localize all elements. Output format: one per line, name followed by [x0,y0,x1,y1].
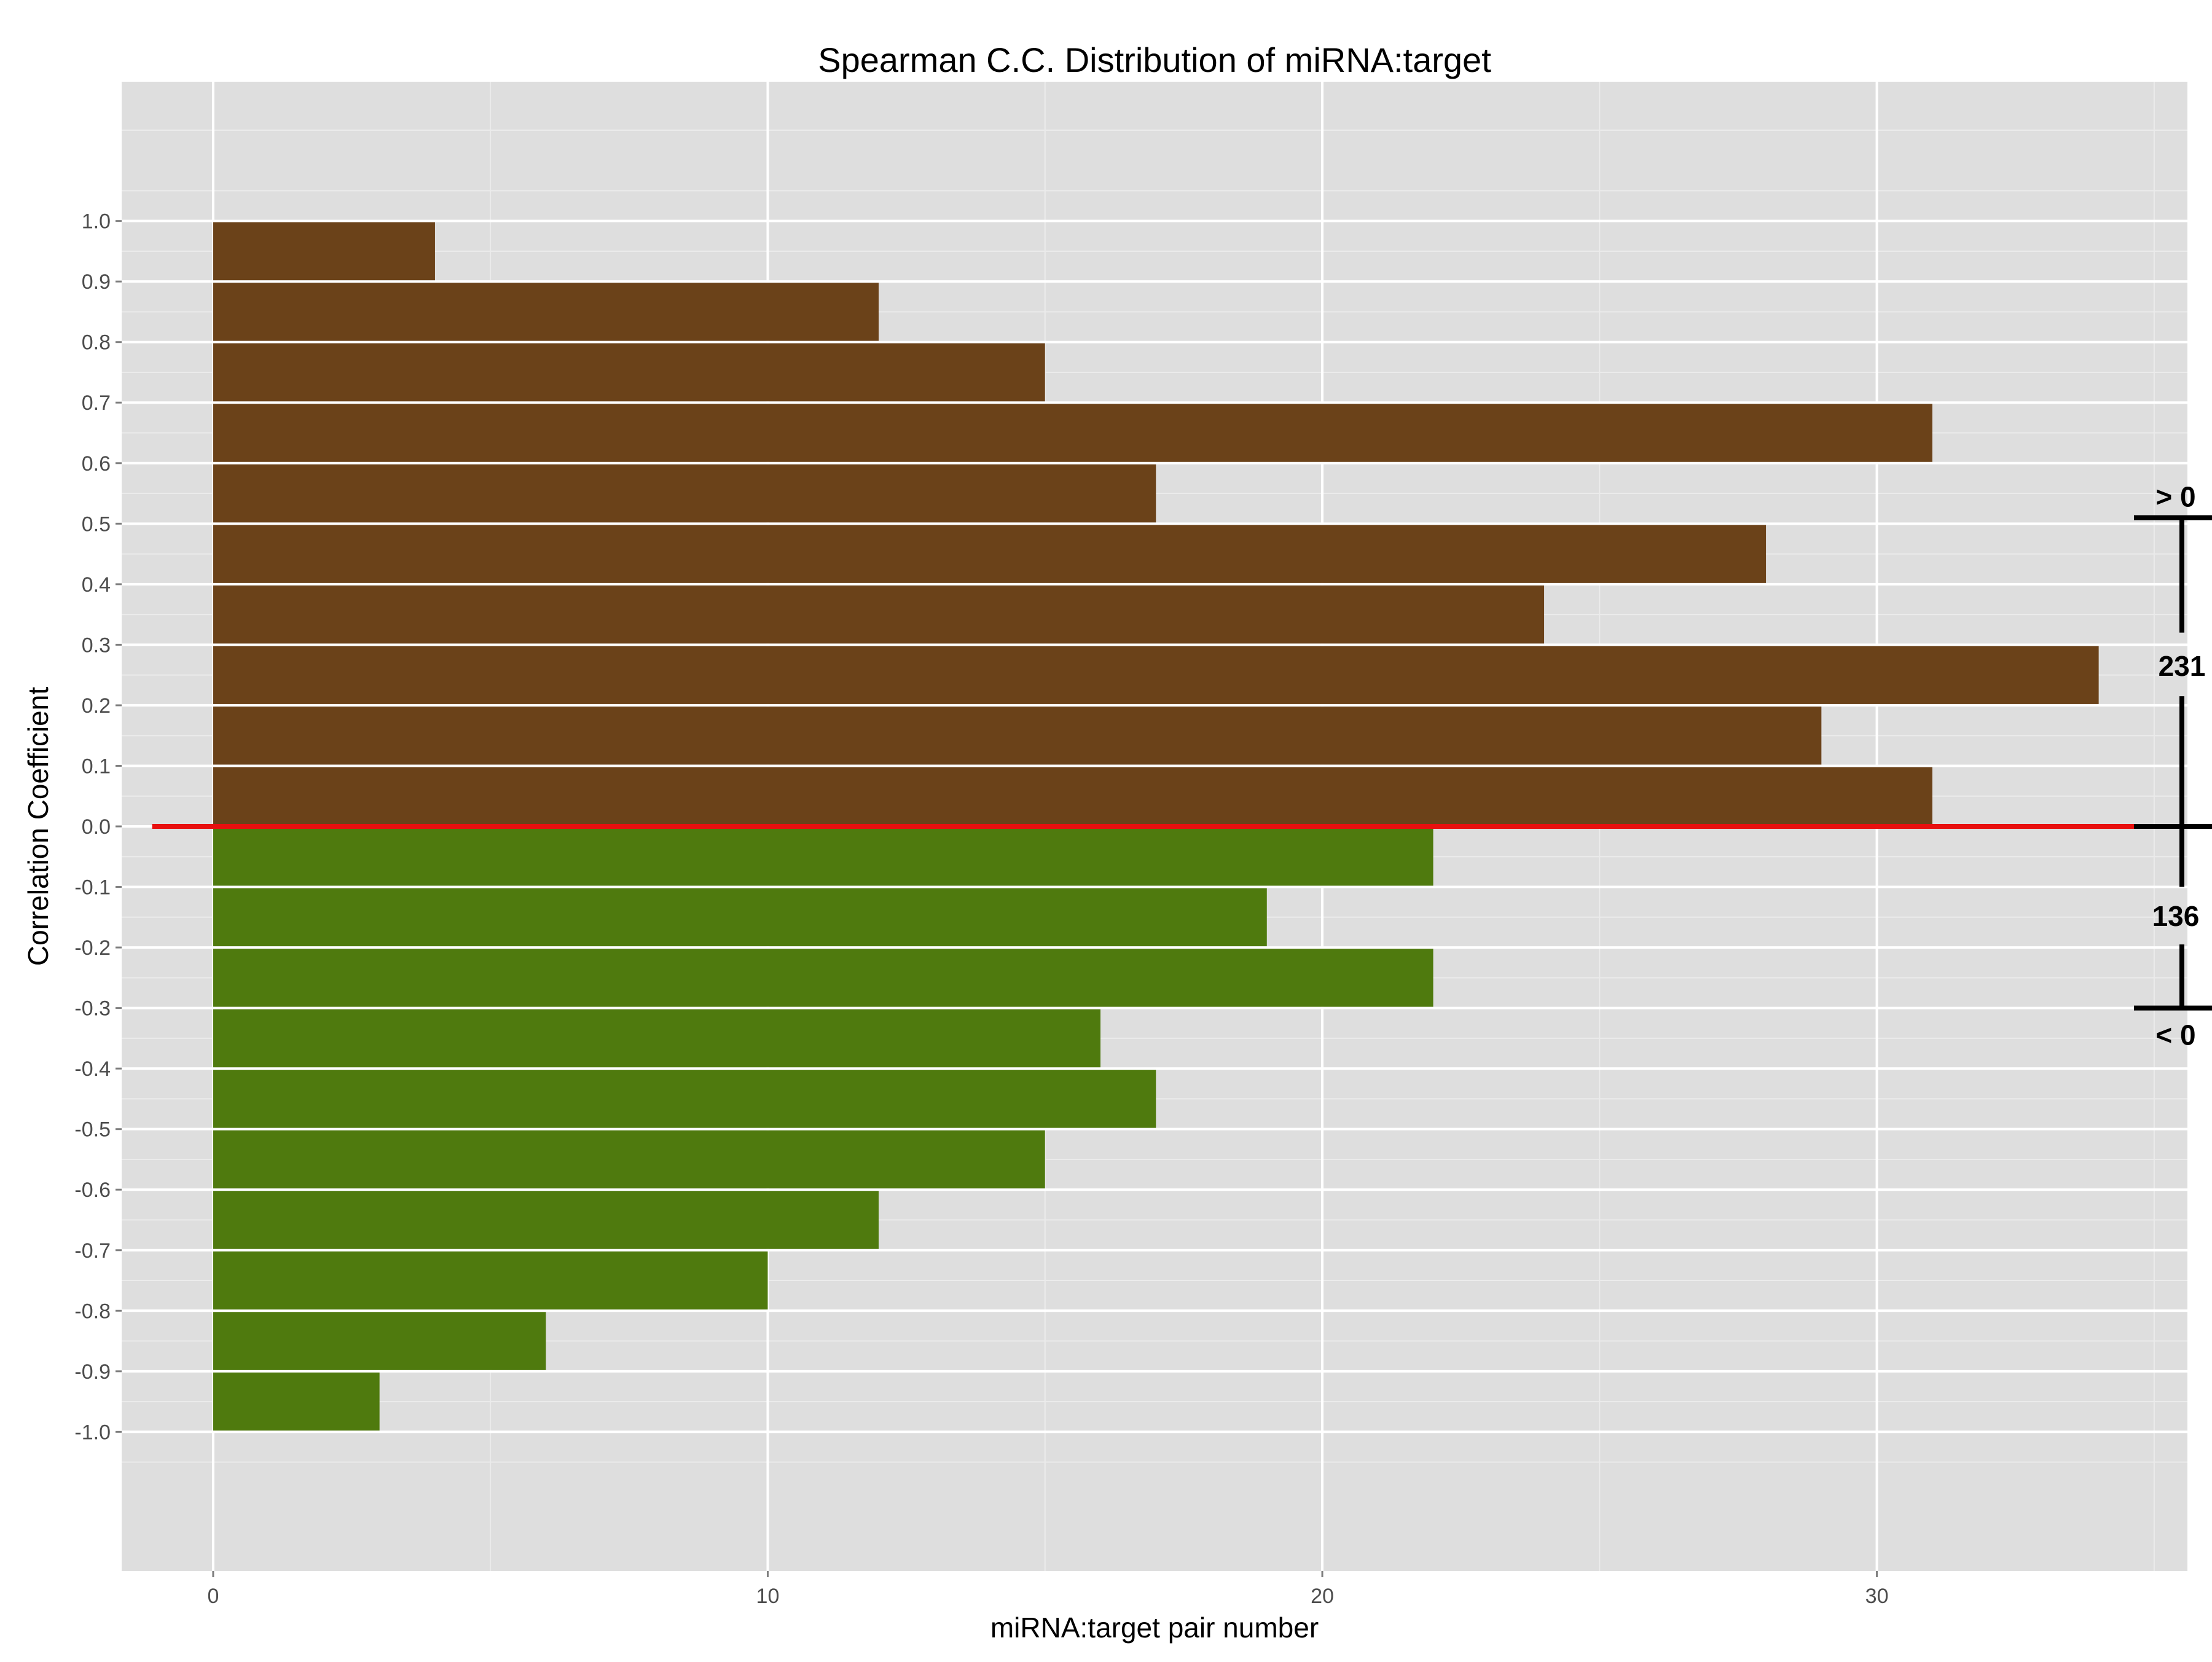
bar-positive [213,343,1045,402]
x-tick-label: 10 [756,1585,780,1608]
bar-positive [213,222,435,281]
bar-negative [213,949,1433,1007]
bar-negative [213,1312,546,1370]
bar-positive [213,585,1545,644]
y-axis-title: Correlation Coefficient [22,687,54,966]
y-tick-label: 0.9 [82,270,111,294]
bar-positive [213,283,879,341]
y-tick-label: 0.1 [82,755,111,778]
y-tick-label: -0.7 [74,1239,111,1263]
x-axis-title: miRNA:target pair number [990,1612,1319,1644]
y-tick-label: -0.2 [74,936,111,960]
y-tick-label: -0.4 [74,1057,111,1081]
bar-negative [213,828,1433,886]
bar-negative [213,1130,1045,1189]
y-tick-label: 0.0 [82,815,111,839]
x-tick-label: 20 [1311,1585,1334,1608]
histogram-bars [213,222,2099,1431]
x-tick-label: 0 [207,1585,219,1608]
y-tick-label: -0.1 [74,876,111,900]
major-gridlines [122,82,2187,1571]
bar-negative [213,1251,768,1310]
y-axis-ticks: 1.0 0.9 0.8 0.7 0.6 0.5 0.4 0.3 0.2 0.1 0.0 -0.1 -0.… [74,210,122,1444]
y-tick-label: 0.4 [82,573,111,597]
chart-title: Spearman C.C. Distribution of miRNA:targ… [818,41,1491,79]
y-tick-label: 0.5 [82,512,111,536]
y-tick-label: 0.7 [82,391,111,415]
y-tick-label: 0.2 [82,694,111,718]
y-tick-label: -0.6 [74,1178,111,1202]
bar-negative [213,1191,879,1249]
y-tick-label: 0.8 [82,331,111,355]
bar-positive [213,706,1822,765]
bar-positive [213,646,2099,704]
bar-positive [213,767,1932,825]
greater-than-zero-label: > 0 [2155,480,2195,512]
y-tick-label: 0.6 [82,452,111,476]
positive-count-label: 231 [2159,650,2206,682]
bar-negative [213,888,1267,947]
bar-positive [213,464,1156,523]
y-tick-label: 0.3 [82,633,111,657]
y-tick-label: -1.0 [74,1421,111,1444]
bar-negative [213,1070,1156,1128]
bar-negative [213,1009,1101,1068]
y-tick-label: -0.9 [74,1360,111,1384]
y-tick-label: -0.8 [74,1299,111,1323]
y-tick-label: 1.0 [82,210,111,233]
negative-count-label: 136 [2152,900,2200,932]
bar-positive [213,404,1932,462]
less-than-zero-label: < 0 [2155,1019,2195,1051]
x-tick-label: 30 [1865,1585,1889,1608]
y-tick-label: -0.3 [74,997,111,1021]
bar-positive [213,525,1767,583]
bar-negative [213,1372,380,1431]
y-tick-label: -0.5 [74,1118,111,1142]
count-annotations: > 0 231 136 < 0 [2133,480,2212,1051]
x-axis-ticks: 0 10 20 30 [207,1571,1888,1608]
